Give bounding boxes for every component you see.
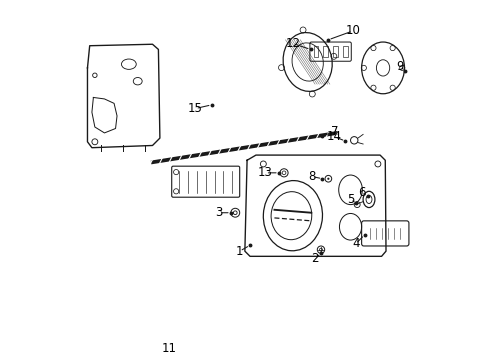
Bar: [333, 46, 337, 57]
Text: 10: 10: [345, 24, 360, 37]
Text: 5: 5: [346, 193, 353, 206]
Text: 12: 12: [285, 37, 300, 50]
Bar: [323, 46, 327, 57]
Text: 8: 8: [308, 170, 315, 183]
Text: 15: 15: [187, 102, 203, 115]
Bar: [313, 46, 317, 57]
Text: 1: 1: [236, 245, 243, 258]
Text: 6: 6: [357, 185, 365, 198]
Text: 2: 2: [311, 252, 318, 265]
Text: 7: 7: [330, 125, 338, 138]
Text: 3: 3: [215, 206, 222, 219]
Text: 13: 13: [258, 166, 272, 179]
Text: 11: 11: [161, 342, 176, 355]
Text: 9: 9: [395, 60, 403, 73]
Text: 4: 4: [351, 237, 359, 250]
Circle shape: [326, 177, 329, 180]
Bar: [343, 46, 347, 57]
Text: 14: 14: [326, 130, 341, 143]
